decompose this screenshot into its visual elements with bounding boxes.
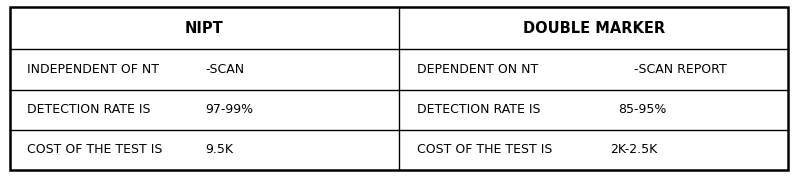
Text: COST OF THE TEST IS: COST OF THE TEST IS	[27, 143, 163, 156]
Text: DETECTION RATE IS: DETECTION RATE IS	[417, 103, 540, 116]
Text: 97-99%: 97-99%	[205, 103, 253, 116]
Text: INDEPENDENT OF NT: INDEPENDENT OF NT	[27, 63, 159, 76]
Text: 2K-2.5K: 2K-2.5K	[610, 143, 658, 156]
Text: NIPT: NIPT	[185, 21, 223, 36]
Text: 85-95%: 85-95%	[618, 103, 667, 116]
Text: DOUBLE MARKER: DOUBLE MARKER	[523, 21, 665, 36]
Text: -SCAN REPORT: -SCAN REPORT	[634, 63, 727, 76]
Text: DETECTION RATE IS: DETECTION RATE IS	[27, 103, 151, 116]
Text: 9.5K: 9.5K	[205, 143, 233, 156]
Text: -SCAN: -SCAN	[205, 63, 244, 76]
Text: COST OF THE TEST IS: COST OF THE TEST IS	[417, 143, 552, 156]
Text: DEPENDENT ON NT: DEPENDENT ON NT	[417, 63, 538, 76]
